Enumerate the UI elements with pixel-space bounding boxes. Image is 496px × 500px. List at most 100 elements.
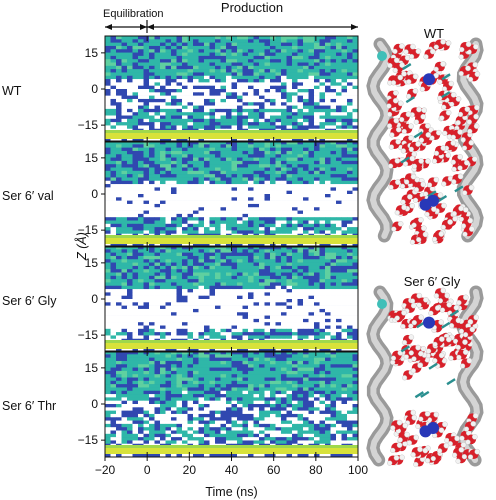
heatmap-cell (341, 351, 348, 355)
heatmap-cell (253, 367, 260, 372)
heatmap-cell (143, 265, 150, 270)
heatmap-cell (182, 220, 188, 225)
heatmap-cell (231, 52, 238, 57)
heatmap-cell (341, 332, 348, 336)
heatmap-cell (242, 154, 249, 158)
heatmap-cell (220, 72, 227, 77)
heatmap-cell (292, 246, 298, 250)
heatmap-cell (209, 269, 216, 273)
heatmap-cell (330, 318, 337, 323)
heatmap-cell (116, 374, 122, 378)
heatmap-cell (242, 203, 249, 208)
heatmap-cell (143, 108, 150, 113)
heatmap-cell (242, 377, 249, 382)
heatmap-cell (116, 154, 122, 158)
heatmap-cell (253, 328, 260, 333)
heatmap-cell (121, 118, 128, 123)
heatmap-cell (121, 312, 128, 316)
heatmap-cell (110, 262, 117, 267)
heatmap-cell (319, 275, 326, 280)
heatmap-cell (341, 360, 348, 365)
heatmap-cell (270, 157, 276, 162)
heatmap-cell (209, 275, 216, 280)
heatmap-cell (176, 335, 183, 340)
heatmap-cell (116, 272, 122, 277)
heatmap-cell (336, 252, 342, 257)
heatmap-cell (193, 289, 199, 293)
heatmap-cell (165, 213, 172, 218)
heatmap-cell (303, 49, 309, 53)
heatmap-cell (187, 49, 194, 53)
heatmap-cell (248, 177, 254, 182)
heatmap-cell (347, 184, 353, 188)
heatmap-cell (154, 377, 161, 382)
heatmap-cell (204, 325, 210, 330)
heatmap-cell (303, 79, 309, 83)
heatmap-cell (325, 292, 331, 296)
heatmap-cell (325, 89, 331, 93)
heatmap-cell (198, 187, 205, 191)
heatmap-cell (237, 308, 243, 313)
heatmap-cell (237, 252, 243, 257)
heatmap-cell (253, 203, 260, 208)
heatmap-cell (264, 144, 271, 148)
heatmap-cell (336, 295, 342, 300)
heatmap-cell (319, 354, 326, 358)
heatmap-cell (352, 115, 358, 120)
heatmap-cell (248, 36, 254, 40)
heatmap-cell (226, 150, 232, 155)
heatmap-cell (237, 49, 243, 53)
heatmap-cell (182, 95, 188, 100)
heatmap-cell (231, 177, 238, 182)
heatmap-cell (215, 164, 221, 168)
heatmap-cell (270, 112, 276, 116)
heatmap-cell (116, 279, 122, 283)
heatmap-cell (204, 147, 210, 152)
heatmap-cell (347, 312, 353, 316)
heatmap-cell (248, 147, 254, 152)
heatmap-cell (336, 312, 342, 316)
heatmap-cell (121, 154, 128, 158)
heatmap-cell (121, 187, 128, 191)
heatmap-cell (281, 318, 287, 323)
heatmap-cell (292, 197, 298, 201)
heatmap-cell (110, 180, 117, 185)
heatmap-cell (297, 141, 304, 145)
heatmap-cell (198, 147, 205, 152)
heatmap-cell (303, 252, 309, 257)
heatmap-cell (176, 154, 183, 158)
heatmap-cell (275, 259, 282, 263)
heatmap-cell (242, 348, 249, 353)
heatmap-cell (132, 217, 139, 221)
heatmap-cell (297, 272, 304, 277)
heatmap-cell (215, 55, 221, 60)
heatmap-cell (297, 160, 304, 165)
heatmap-cell (182, 115, 188, 120)
heatmap-cell (231, 302, 238, 306)
heatmap-cell (248, 374, 254, 378)
heatmap-cell (187, 312, 194, 316)
heatmap-cell (193, 42, 199, 47)
heatmap-cell (121, 335, 128, 340)
heatmap-cell (292, 174, 298, 178)
heatmap-cell (127, 275, 133, 280)
heatmap-cell (154, 318, 161, 323)
heatmap-cell (281, 360, 287, 365)
heatmap-cell (341, 354, 348, 358)
heatmap-cell (226, 39, 232, 43)
heatmap-cell (204, 217, 210, 221)
heatmap-cell (154, 95, 161, 100)
heatmap-cell (138, 295, 144, 300)
heatmap-cell (110, 115, 117, 120)
heatmap-cell (281, 328, 287, 333)
heatmap-cell (264, 285, 271, 290)
heatmap-cell (187, 39, 194, 43)
heatmap-cell (110, 332, 117, 336)
heatmap-cell (127, 227, 133, 231)
heatmap-cell (325, 200, 331, 205)
heatmap-cell (319, 138, 326, 143)
heatmap-cell (352, 150, 358, 155)
heatmap-cell (132, 82, 139, 86)
heatmap-cell (314, 75, 320, 80)
heatmap-cell (171, 115, 177, 120)
